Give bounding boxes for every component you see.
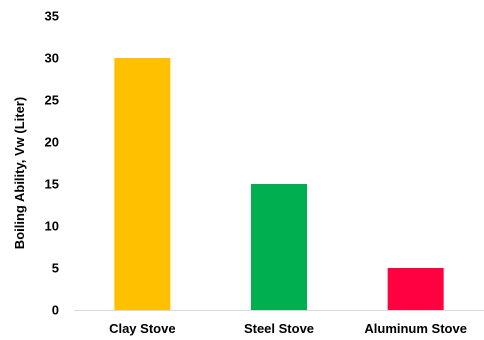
y-tick-label: 15 — [45, 177, 59, 192]
bar — [114, 58, 171, 310]
y-axis-ticks: 0 5 10 15 20 25 30 35 — [45, 9, 59, 318]
y-tick-label: 25 — [45, 93, 59, 108]
bar — [387, 268, 444, 310]
y-tick-label: 35 — [45, 9, 59, 24]
y-tick-label: 0 — [52, 303, 59, 318]
x-category-label: Steel Stove — [244, 321, 314, 336]
bars-group — [114, 58, 444, 310]
y-tick-label: 5 — [52, 261, 59, 276]
y-tick-label: 20 — [45, 135, 59, 150]
bar — [251, 184, 307, 310]
y-tick-label: 10 — [45, 219, 59, 234]
x-axis-labels: Clay Stove Steel Stove Aluminum Stove — [109, 321, 467, 336]
x-category-label: Aluminum Stove — [364, 321, 467, 336]
y-tick-label: 30 — [45, 51, 59, 66]
x-category-label: Clay Stove — [109, 321, 175, 336]
y-axis-title: Boiling Ability, Vw (Liter) — [12, 97, 27, 249]
